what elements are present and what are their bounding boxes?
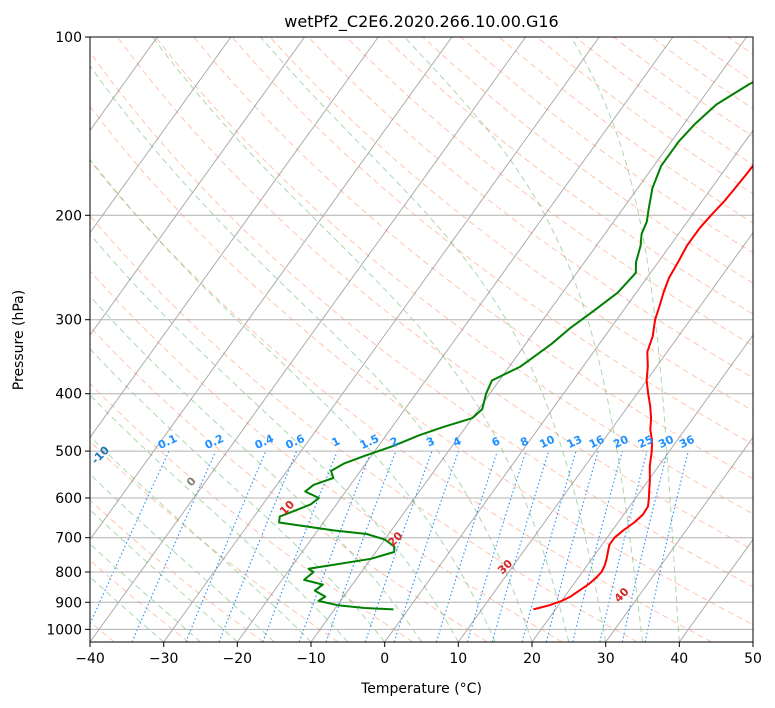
- y-tick-label: 800: [55, 565, 82, 581]
- mixing-ratio-line: [644, 450, 689, 642]
- x-tick-label: −40: [75, 651, 105, 667]
- mixing-ratio-line: [298, 450, 372, 642]
- isotherm-line: [310, 37, 748, 642]
- moist-adiabat-line: [404, 37, 643, 642]
- dry-adiabat-line: [384, 37, 753, 315]
- moist-adiabat-line: [90, 394, 349, 642]
- mixing-ratio-label: 10: [538, 433, 558, 451]
- y-tick-label: 100: [55, 30, 82, 46]
- mixing-ratio-line: [621, 450, 669, 642]
- x-tick-label: −20: [223, 651, 253, 667]
- mixing-ratio-label: 13: [565, 433, 584, 451]
- x-tick-label: 30: [597, 651, 615, 667]
- y-tick-label: 700: [55, 531, 82, 547]
- x-tick-label: 40: [670, 651, 688, 667]
- mixing-ratio-label: 30: [656, 433, 676, 451]
- x-tick-label: 0: [380, 651, 389, 667]
- y-axis-ticks: 100 200 300 400 500 600 700 800 900 1000: [46, 30, 90, 638]
- moist-adiabat-line: [90, 64, 533, 642]
- mixing-ratio-line: [521, 450, 577, 642]
- mixing-ratio-line: [466, 450, 527, 642]
- y-tick-label: 900: [55, 595, 82, 611]
- dry-adiabat-line: [422, 37, 753, 284]
- isotherm-line: [90, 37, 232, 234]
- mixing-ratio-line: [185, 450, 267, 642]
- isotherm-line: [90, 37, 527, 642]
- isotherm-line: [678, 538, 753, 642]
- isotherm-line: [384, 129, 753, 642]
- mixing-ratio-label: 16: [587, 433, 607, 451]
- moist-adiabat-line: [90, 158, 496, 642]
- mixing-ratio-label: 20: [611, 433, 631, 451]
- dewpoint-profile-line: [278, 81, 753, 611]
- moist-adiabat-line: [152, 37, 570, 642]
- mixing-ratio-line: [572, 450, 623, 642]
- isopleth-labels: 0.10.20.40.611.52346810131620253036-100-…: [90, 432, 697, 605]
- y-tick-label: 600: [55, 491, 82, 507]
- profile-series: [278, 81, 753, 611]
- dry-adiabat-line: [90, 105, 753, 626]
- moist-adiabat-line: [90, 295, 422, 642]
- mixing-ratio-line: [435, 450, 498, 642]
- mixing-ratio-line: [262, 450, 338, 642]
- moist-adiabat-line: [90, 435, 312, 642]
- isotherm-line: [531, 334, 753, 642]
- isotherm-lines: [90, 37, 753, 642]
- y-tick-label: 400: [55, 387, 82, 403]
- dry-adiabat-line: [90, 51, 753, 588]
- mixing-ratio-line: [545, 450, 599, 642]
- chart-title: wetPf2_C2E6.2020.266.10.00.G16: [284, 12, 558, 32]
- isotherm-line: [90, 37, 306, 336]
- isotherm-line: [605, 436, 753, 642]
- y-tick-label: 1000: [46, 622, 82, 638]
- dry-adiabat-line: [90, 499, 264, 642]
- pressure-gridlines: [90, 37, 753, 630]
- mixing-ratio-line: [325, 450, 397, 642]
- isotherm-line: [236, 37, 674, 642]
- x-tick-label: 10: [449, 651, 467, 667]
- moist-adiabat-line: [260, 37, 607, 642]
- mixing-ratio-label: 36: [677, 433, 697, 451]
- isotherm-line: [163, 37, 600, 642]
- moist-adiabat-line: [90, 473, 275, 642]
- y-tick-label: 500: [55, 444, 82, 460]
- dry-adiabat-line: [90, 160, 712, 642]
- isotherm-line: [90, 37, 379, 439]
- x-axis-ticks: −40 −30 −20 −10 0 10 20 30 40 50: [75, 642, 762, 667]
- moist-adiabat-line: [90, 509, 238, 642]
- x-tick-label: −10: [296, 651, 326, 667]
- plot-frame: [89, 36, 754, 643]
- y-axis-title: Pressure (hPa): [11, 290, 27, 390]
- dry-adiabat-line: [231, 37, 753, 445]
- x-tick-label: 50: [744, 651, 762, 667]
- temperature-profile-line: [533, 164, 753, 611]
- isotherm-line: [457, 231, 753, 642]
- y-tick-label: 200: [55, 208, 82, 224]
- dry-adiabat-line: [90, 270, 563, 642]
- y-tick-label: 300: [55, 313, 82, 329]
- isotherm-line: [90, 37, 453, 541]
- mixing-ratio-label: 25: [636, 433, 655, 451]
- plot-area: 0.10.20.40.611.52346810131620253036-100-…: [90, 37, 753, 642]
- mixing-ratio-line: [599, 450, 648, 642]
- x-tick-label: −30: [149, 651, 179, 667]
- mixing-ratio-line: [364, 450, 433, 642]
- x-axis-title: Temperature (°C): [360, 681, 482, 697]
- dry-adiabat-line: [269, 37, 753, 412]
- dry-adiabat-line: [155, 37, 753, 515]
- dry-adiabat-line: [193, 37, 753, 480]
- x-tick-label: 20: [523, 651, 541, 667]
- dry-adiabat-line: [90, 326, 488, 642]
- mixing-ratio-line: [218, 450, 298, 642]
- moist-adiabat-line: [570, 37, 680, 642]
